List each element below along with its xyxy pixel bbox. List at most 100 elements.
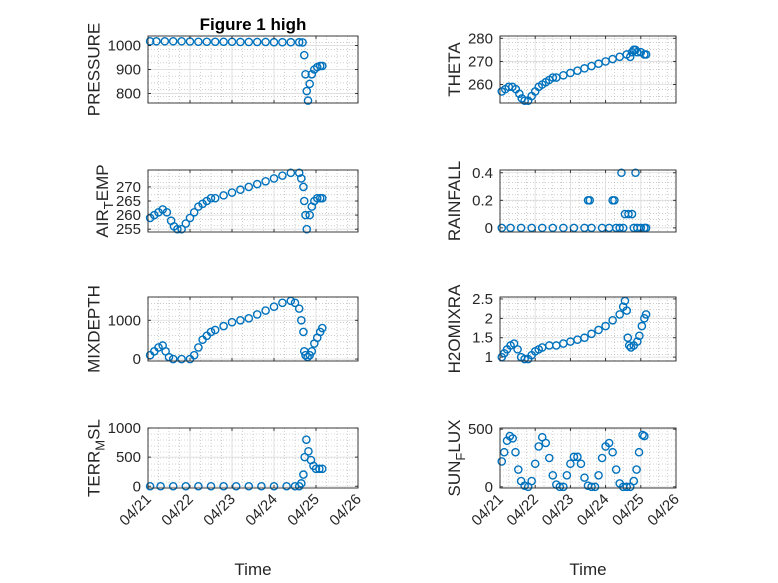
data-point-31: [631, 45, 640, 55]
data-point-19: [304, 447, 313, 456]
data-point-30: [594, 471, 603, 480]
data-point-18: [615, 223, 624, 233]
data-point-31: [597, 453, 607, 463]
data-point-24: [317, 464, 327, 474]
data-point-28: [299, 327, 308, 337]
data-point-17: [210, 193, 220, 203]
data-point-24: [269, 174, 279, 183]
data-point-5: [194, 481, 203, 491]
data-point-28: [587, 482, 596, 492]
y-tick-label: 500: [116, 449, 141, 466]
data-point-44: [640, 431, 649, 441]
data-point-11: [194, 343, 203, 352]
data-point-29: [624, 341, 634, 350]
data-point-6: [515, 89, 524, 99]
data-point-8: [520, 96, 529, 105]
data-point-26: [294, 304, 304, 313]
data-point-23: [569, 452, 579, 462]
data-point-9: [210, 37, 220, 47]
data-point-5: [508, 434, 517, 443]
data-point-19: [555, 482, 565, 492]
data-point-9: [244, 481, 254, 491]
data-point-38: [317, 193, 327, 203]
y-tick-label: 260: [116, 207, 141, 224]
y-tick-label: 270: [116, 179, 141, 196]
data-series: [145, 296, 327, 364]
data-series: [145, 168, 327, 234]
xlabel: Time: [569, 560, 606, 579]
data-point-15: [296, 479, 306, 488]
data-point-27: [294, 168, 304, 178]
data-point-13: [244, 37, 254, 47]
data-point-15: [210, 325, 220, 335]
data-point-42: [634, 447, 644, 457]
data-point-20: [587, 329, 596, 339]
data-point-20: [236, 185, 245, 195]
data-point-7: [194, 37, 203, 47]
data-point-33: [604, 438, 614, 448]
y-tick-label: 0.4: [472, 165, 493, 182]
data-point-34: [637, 321, 647, 331]
subplot-4: 0 0.2 0.4 RAINFALL: [445, 161, 677, 241]
data-point-18: [219, 191, 228, 200]
data-series: [497, 296, 651, 364]
data-point-20: [559, 482, 568, 492]
y-tick-label: 2: [485, 310, 493, 327]
data-point-3: [516, 223, 526, 233]
data-point-4: [181, 481, 191, 491]
ylabel-3: AIRTEMP: [93, 164, 116, 237]
axes-box: [499, 169, 677, 233]
y-tick-label: 0.2: [472, 192, 493, 209]
data-point-7: [219, 481, 228, 491]
data-point-16: [299, 470, 308, 479]
data-point-19: [580, 333, 589, 343]
data-point-30: [301, 350, 310, 360]
y-tick-label: 0: [485, 479, 493, 496]
data-point-8: [202, 37, 212, 47]
data-point-23: [261, 176, 270, 186]
data-point-10: [219, 37, 228, 47]
axes-box: [499, 296, 677, 362]
data-point-3: [160, 36, 170, 46]
data-point-9: [177, 224, 186, 234]
data-point-33: [307, 347, 317, 356]
ylabel-7: TERRMSL: [85, 419, 108, 497]
data-point-41: [632, 465, 641, 474]
data-point-18: [236, 315, 245, 325]
subplot-6: 1 1.5 2 2.5 H2OMIXRA: [445, 284, 677, 373]
data-point-10: [181, 219, 191, 228]
data-point-1: [145, 481, 155, 491]
data-point-6: [511, 447, 520, 457]
data-point-20: [252, 310, 262, 319]
data-point-3: [168, 481, 178, 491]
y-tick-label: 2.5: [472, 291, 493, 308]
axes-box: [147, 427, 359, 489]
ylabel-2: THETA: [445, 42, 464, 97]
data-point-35: [611, 465, 621, 474]
data-point-16: [610, 196, 619, 205]
ylabel-8: SUNFLUX: [445, 420, 468, 497]
data-point-5: [162, 207, 172, 217]
data-point-12: [530, 459, 540, 469]
data-point-1: [497, 457, 507, 466]
data-point-21: [244, 182, 254, 192]
data-point-29: [299, 182, 308, 192]
data-point-8: [173, 224, 182, 234]
axes-box: [499, 35, 677, 104]
data-point-18: [286, 37, 296, 47]
data-point-19: [294, 37, 304, 47]
data-point-1: [497, 223, 507, 233]
data-point-23: [302, 86, 312, 96]
data-point-22: [566, 459, 575, 469]
data-point-23: [278, 298, 287, 308]
data-point-2: [506, 223, 515, 233]
data-point-15: [541, 438, 551, 448]
data-point-6: [548, 223, 558, 233]
data-point-36: [312, 193, 322, 203]
data-point-2: [156, 481, 165, 491]
data-point-21: [562, 471, 572, 480]
data-point-11: [185, 213, 195, 223]
